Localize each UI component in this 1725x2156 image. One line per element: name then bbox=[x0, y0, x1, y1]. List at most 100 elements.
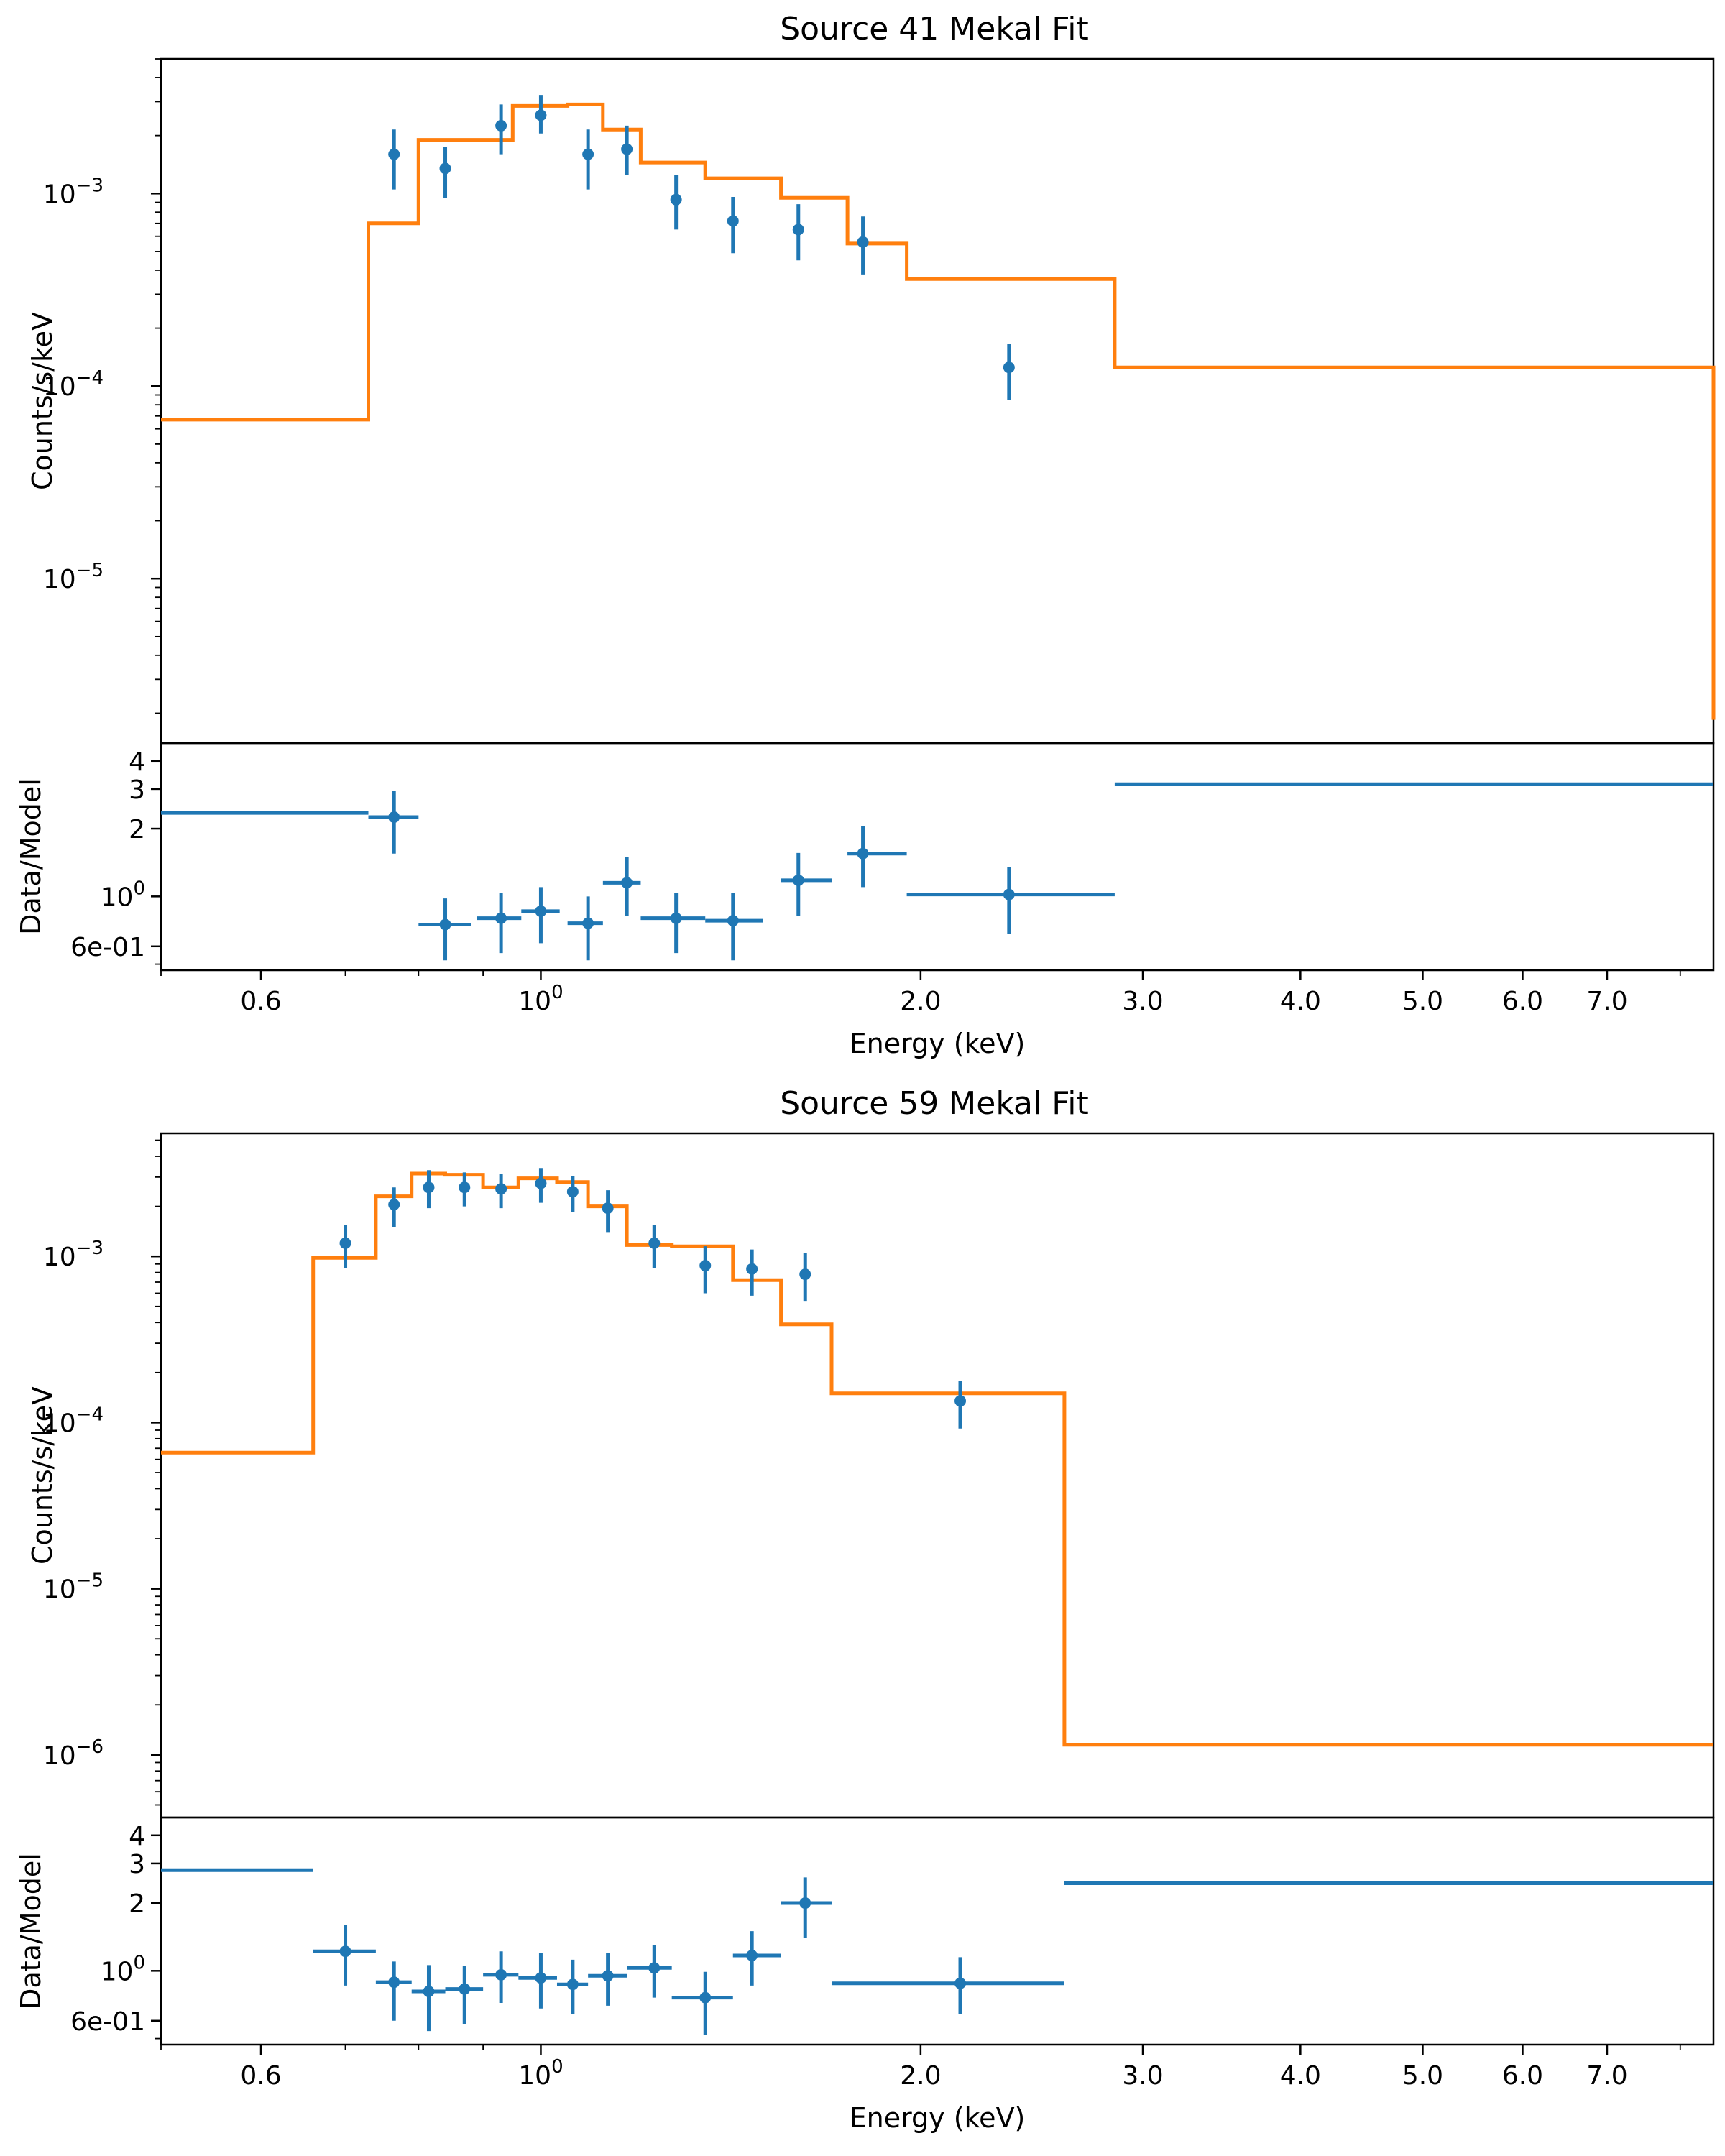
ratio-xticks: 0.6 100 2.0 3.0 4.0 5.0 6.0 7.0 bbox=[160, 2045, 1681, 2091]
spectrum-data-point bbox=[792, 204, 804, 261]
xtick-label: 100 bbox=[518, 2056, 563, 2091]
ratio-data-point bbox=[483, 1951, 519, 2003]
ratio-marker bbox=[582, 917, 594, 929]
spectrum-ytick-label-exponent: −3 bbox=[76, 175, 104, 196]
xtick-label: 2.0 bbox=[900, 987, 941, 1016]
ratio-ytick-label: 2 bbox=[129, 815, 145, 844]
ratio-data-point bbox=[313, 1925, 376, 1986]
data-marker bbox=[602, 1202, 614, 1215]
spectrum-ytick-label-exponent: −5 bbox=[76, 1570, 104, 1592]
data-marker bbox=[439, 162, 451, 175]
ratio-ylabel: Data/Model bbox=[15, 778, 47, 935]
data-marker bbox=[727, 215, 739, 227]
spectrum-data-point bbox=[495, 1173, 507, 1209]
xtick-label: 5.0 bbox=[1402, 2061, 1443, 2091]
data-marker bbox=[699, 1260, 712, 1272]
spectrum-data-point bbox=[648, 1225, 661, 1268]
data-marker bbox=[459, 1181, 471, 1194]
xtick-label: 3.0 bbox=[1122, 987, 1163, 1016]
ratio-marks bbox=[161, 1868, 1714, 2035]
spectrum-ytick-label: 10−6 bbox=[43, 1736, 104, 1771]
ratio-ytick-label-exponent: 0 bbox=[133, 877, 145, 899]
ratio-ytick-label: 100 bbox=[101, 877, 145, 912]
spectrum-data-point bbox=[621, 125, 633, 175]
spectrum-ytick-label: 10−4 bbox=[43, 367, 104, 402]
xtick-label: 2.0 bbox=[900, 2061, 941, 2091]
ratio-marker bbox=[857, 847, 869, 860]
data-marker bbox=[495, 119, 507, 132]
ratio-marker bbox=[388, 811, 400, 824]
data-marker bbox=[799, 1268, 811, 1281]
data-marker bbox=[621, 143, 633, 155]
spectrum-ytick-label-exponent: −3 bbox=[76, 1238, 104, 1259]
spectrum-data-point bbox=[388, 129, 400, 190]
data-marker bbox=[792, 224, 804, 236]
spectrum-data-point bbox=[388, 1187, 400, 1227]
data-marker bbox=[1003, 361, 1015, 374]
data-marker bbox=[423, 1181, 435, 1194]
ratio-data-point bbox=[375, 1961, 412, 2021]
ratio-data-point bbox=[671, 1971, 733, 2035]
ratio-ytick-label: 4 bbox=[129, 1822, 145, 1851]
spectrum-data-point bbox=[535, 95, 547, 134]
data-marker bbox=[339, 1237, 351, 1249]
ratio-plot: Data/Model 43 2 100 6e-01 0.6 100 2.0 3.0 4.0 5.… bbox=[15, 742, 1715, 1059]
spectrum-ylabel: Counts/s/keV bbox=[27, 1386, 58, 1565]
spectrum-data-point bbox=[582, 129, 594, 190]
ratio-data-point bbox=[602, 857, 641, 916]
ratio-data-point bbox=[518, 1953, 557, 2009]
ratio-data-point bbox=[781, 1877, 832, 1938]
data-marker bbox=[954, 1395, 967, 1407]
data-marker bbox=[582, 148, 594, 160]
ratio-frame bbox=[160, 742, 1715, 972]
ratio-data-point bbox=[567, 896, 603, 961]
chart-title: Source 59 Mekal Fit bbox=[780, 1085, 1089, 1122]
xtick-label: 0.6 bbox=[240, 2061, 281, 2091]
ratio-marker bbox=[727, 915, 739, 927]
spectrum-data-point bbox=[954, 1381, 967, 1429]
ratio-marker bbox=[670, 912, 682, 924]
ratio-marker bbox=[602, 1970, 614, 1982]
spectrum-ytick-label: 10−4 bbox=[43, 1404, 104, 1438]
ratio-marker bbox=[566, 1978, 579, 1991]
ratio-data-point bbox=[588, 1953, 627, 2006]
data-marker bbox=[535, 109, 547, 121]
source-59-figure: Source 59 Mekal Fit Counts/s/keV 10−310−… bbox=[15, 1085, 1715, 2134]
ratio-marker bbox=[495, 1968, 507, 1981]
spectrum-marks bbox=[161, 95, 1716, 720]
xtick-label-exponent: 0 bbox=[551, 982, 564, 1003]
data-marker bbox=[670, 193, 682, 206]
spectrum-ytick-label: 10−3 bbox=[43, 175, 104, 209]
data-marker bbox=[495, 1183, 507, 1195]
ratio-data-point bbox=[831, 1957, 1064, 2015]
chart-title: Source 41 Mekal Fit bbox=[780, 11, 1089, 47]
ratio-ytick-label: 3 bbox=[129, 1850, 145, 1879]
ratio-ytick-label: 6e-01 bbox=[70, 933, 145, 962]
ratio-data-point bbox=[781, 852, 832, 916]
spectrum-ytick-label: 10−5 bbox=[43, 560, 104, 594]
data-marker bbox=[535, 1177, 547, 1189]
ratio-marker bbox=[1003, 888, 1015, 900]
ratio-data-point bbox=[556, 1959, 589, 2015]
ratio-data-point bbox=[477, 892, 522, 954]
ratio-marker bbox=[699, 1991, 712, 2004]
spectrum-marks bbox=[161, 1168, 1714, 1747]
spectrum-data-point bbox=[699, 1246, 712, 1294]
spectrum-plot: Counts/s/keV 10−3 10−4 10−5 bbox=[27, 57, 1716, 745]
ratio-marker bbox=[954, 1977, 967, 1989]
ratio-marker bbox=[339, 1945, 351, 1958]
spectrum-data-point bbox=[495, 104, 507, 155]
ratio-data-point bbox=[906, 867, 1115, 934]
xtick-label: 4.0 bbox=[1280, 2061, 1321, 2091]
data-marker bbox=[857, 236, 869, 248]
ratio-xticks: 0.6 100 2.0 3.0 4.0 5.0 6.0 7.0 bbox=[160, 970, 1681, 1016]
data-marker bbox=[648, 1237, 661, 1249]
ratio-ytick-label: 4 bbox=[129, 747, 145, 777]
ratio-ytick-label: 2 bbox=[129, 1889, 145, 1919]
ratio-marker bbox=[535, 905, 547, 917]
ratio-marker bbox=[621, 877, 633, 889]
ratio-marker bbox=[792, 874, 804, 886]
ratio-ytick-label: 100 bbox=[101, 1952, 145, 1986]
spectrum-data-point bbox=[459, 1172, 471, 1207]
